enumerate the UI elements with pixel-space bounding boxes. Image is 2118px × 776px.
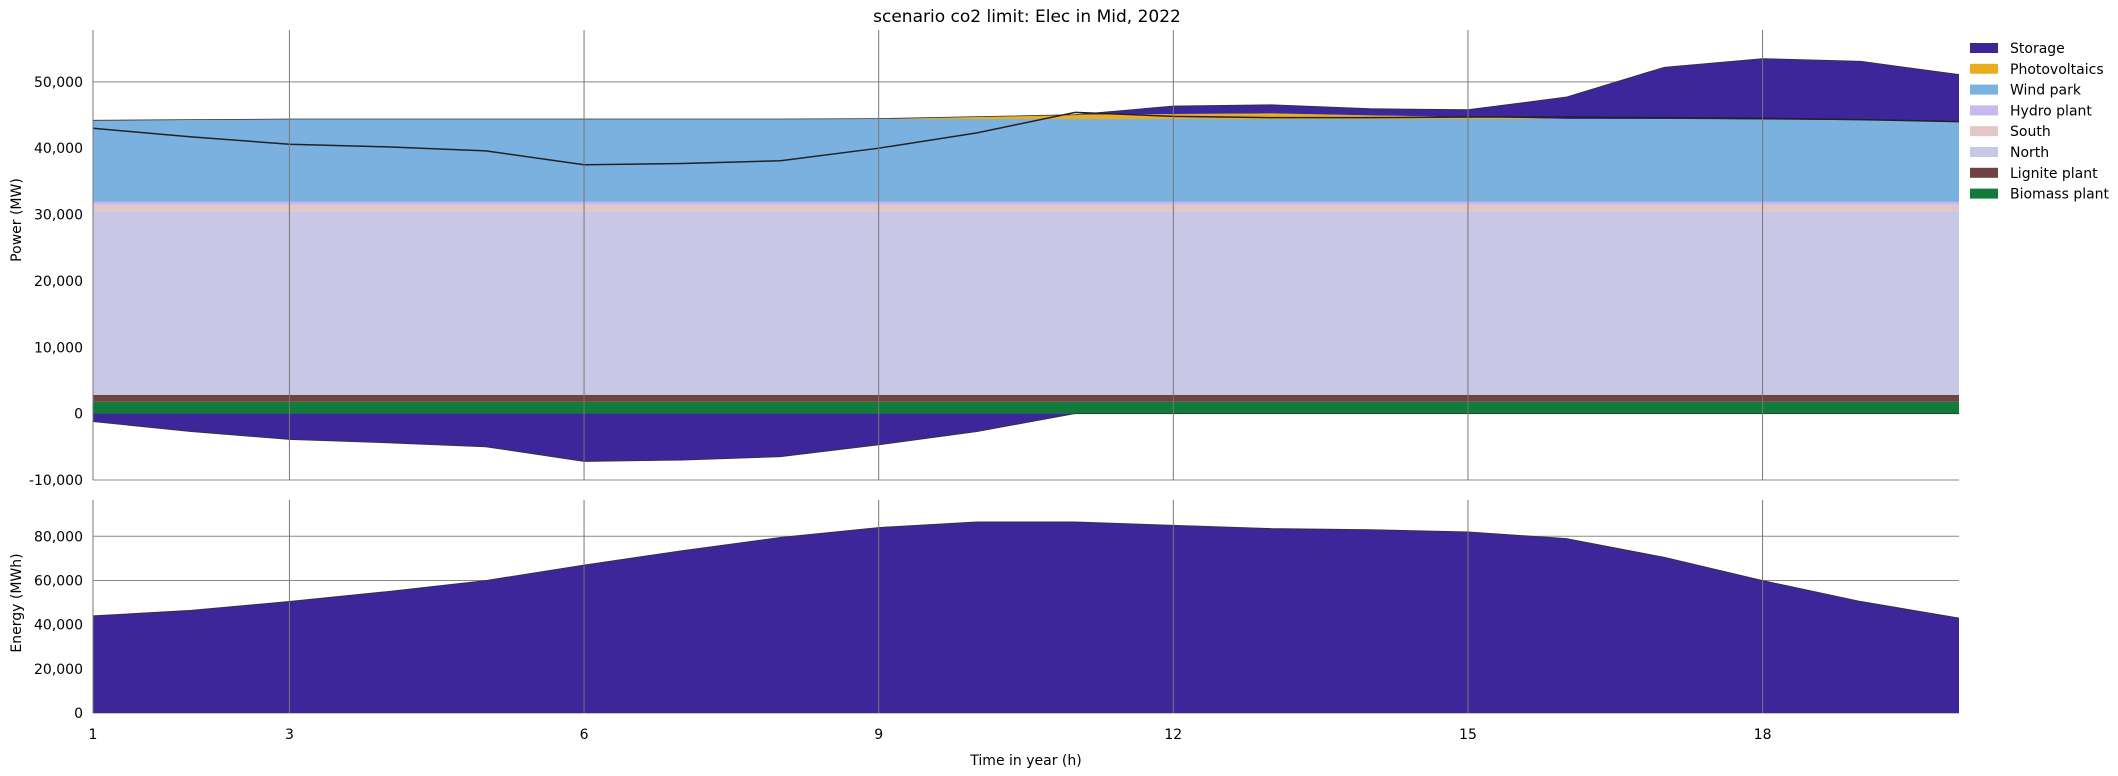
area-biomass-plant: [93, 401, 1959, 414]
area-lignite-plant: [93, 395, 1959, 402]
x-tick-label: 3: [285, 727, 294, 743]
legend-swatch: [1970, 188, 1998, 199]
y-tick-label: 0: [74, 706, 83, 722]
chart-title: scenario co2 limit: Elec in Mid, 2022: [873, 7, 1181, 27]
legend-swatch: [1970, 167, 1998, 178]
time-axis-label: Time in year (h): [969, 753, 1081, 769]
legend: Storage Photovoltaics Wind park Hydro plant…: [1970, 41, 2110, 203]
y-tick-label: 30,000: [34, 208, 83, 224]
energy-panel: 0 20,000 40,000 60,000 80,000 1 3 6 9 12 15 18: [34, 500, 1960, 743]
area-storage-edge: [92, 521, 1960, 619]
area-photovoltaics: [93, 113, 1959, 121]
legend-label: South: [2010, 124, 2051, 140]
legend-label: Lignite plant: [2010, 166, 2098, 182]
y-tick-label: -10,000: [29, 473, 83, 489]
legend-label: Biomass plant: [2010, 187, 2110, 203]
demand-line: [92, 111, 1960, 166]
area-storage: [93, 521, 1959, 713]
legend-label: North: [2010, 145, 2049, 161]
legend-swatch: [1970, 105, 1998, 116]
power-panel: -10,000 0 10,000 20,000 30,000 40,000 50,000: [29, 30, 1960, 489]
area-south: [93, 204, 1959, 212]
legend-swatch: [1970, 43, 1998, 53]
legend-swatch: [1970, 126, 1998, 137]
y-tick-label: 40,000: [34, 618, 83, 634]
y-tick-label: 20,000: [34, 274, 83, 290]
x-tick-label: 12: [1164, 727, 1182, 743]
power-axis-label: Power (MW): [9, 178, 25, 262]
y-tick-label: 20,000: [34, 662, 83, 678]
area-storage: [93, 58, 1959, 121]
x-tick-label: 18: [1754, 727, 1772, 743]
legend-label: Wind park: [2010, 83, 2082, 99]
y-tick-label: 50,000: [34, 75, 83, 91]
y-tick-label: 0: [74, 407, 83, 423]
legend-swatch: [1970, 147, 1998, 157]
y-tick-label: 10,000: [34, 340, 83, 356]
energy-axis-label: Energy (MWh): [9, 553, 25, 652]
y-tick-label: 60,000: [34, 573, 83, 589]
x-tick-label: 9: [874, 727, 883, 743]
area-storage-edge: [92, 58, 1960, 121]
y-tick-label: 40,000: [34, 141, 83, 157]
area-hydro-plant: [93, 201, 1959, 205]
x-tick-label: 6: [580, 727, 589, 743]
area-wind-park: [93, 118, 1959, 202]
area-storage-charging: [93, 413, 1959, 462]
x-tick-label: 1: [89, 727, 98, 743]
legend-label: Hydro plant: [2010, 103, 2092, 119]
legend-swatch: [1970, 84, 1998, 95]
y-tick-label: 80,000: [34, 529, 83, 545]
legend-label: Photovoltaics: [2010, 62, 2104, 78]
legend-swatch: [1970, 63, 1998, 74]
legend-label: Storage: [2010, 41, 2065, 57]
area-storage-charging-edge: [92, 413, 1959, 462]
x-tick-label: 15: [1459, 727, 1477, 743]
area-north: [93, 211, 1959, 396]
